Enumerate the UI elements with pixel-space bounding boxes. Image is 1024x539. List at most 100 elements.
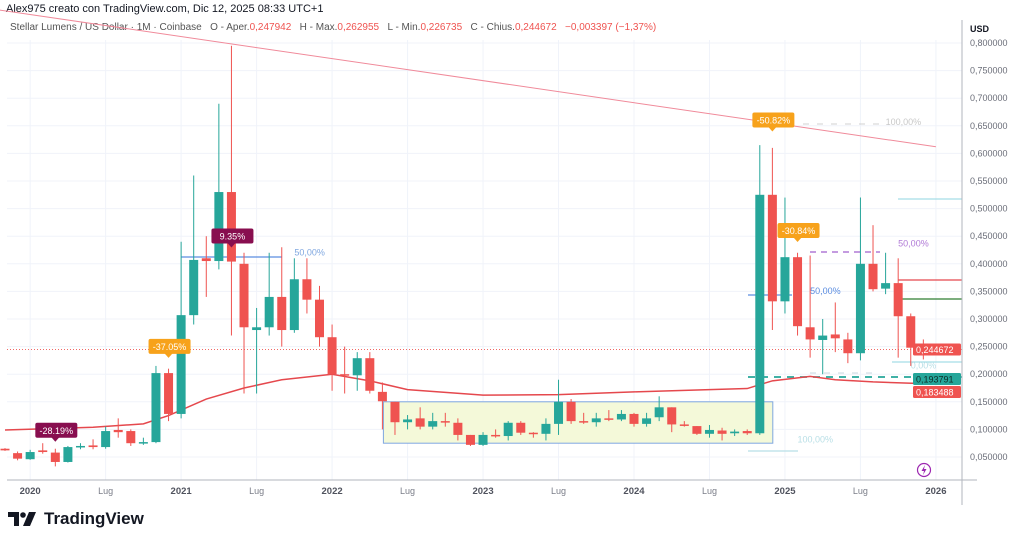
y-tick-label: 0,200000: [970, 369, 1008, 379]
candle: [63, 445, 73, 463]
candle: [164, 368, 174, 422]
candle: [893, 258, 903, 358]
badge-pointer: [227, 242, 236, 248]
candle-body: [868, 263, 878, 290]
candle: [717, 427, 727, 441]
candle-body: [38, 450, 48, 453]
candle-body: [390, 401, 400, 423]
price-tag: 0,193791: [913, 373, 961, 385]
candle-body: [264, 296, 274, 328]
candle: [289, 258, 299, 333]
close-value: 0,244672: [514, 22, 557, 33]
candle-body: [503, 422, 513, 437]
price-tag-text: 0,183488: [916, 388, 954, 398]
candle: [252, 307, 262, 394]
high-label: H - Max.: [299, 22, 338, 33]
y-tick-label: 0,450000: [970, 231, 1008, 241]
fib-level-label: 100,00%: [798, 435, 834, 445]
x-tick-label: 2020: [20, 486, 41, 497]
percent-badge: -37.05%: [148, 338, 191, 358]
candle: [403, 415, 413, 430]
candle: [214, 103, 224, 270]
candle: [440, 412, 450, 427]
candle: [881, 252, 891, 295]
candle: [126, 429, 136, 446]
candle: [503, 421, 513, 441]
candle: [516, 421, 526, 435]
candle-body: [780, 257, 790, 302]
candle: [704, 424, 714, 438]
x-tick-label: Lug: [702, 486, 717, 496]
candle-body: [881, 283, 891, 289]
open-label: O - Aper.: [210, 22, 250, 33]
candle-body: [327, 337, 337, 375]
x-tick-label: Lug: [400, 486, 415, 496]
fib-level-label: 0,00%: [911, 361, 937, 371]
candle-body: [730, 431, 740, 434]
candle-body: [315, 299, 324, 338]
candle-body: [893, 283, 903, 317]
candle: [189, 175, 199, 325]
y-tick-label: 0,300000: [970, 314, 1008, 324]
x-tick-label: 2021: [171, 486, 193, 497]
fib-level-label: 50,00%: [898, 239, 929, 249]
candle: [554, 379, 564, 435]
candle-body: [465, 434, 475, 445]
tradingview-logo[interactable]: TradingView: [8, 509, 144, 529]
candle: [818, 319, 828, 375]
candle: [528, 432, 538, 438]
axes: USD 0,050000 0,100000 0,150000 0,200000 0,250…: [7, 0, 1024, 505]
price-tag-background: [913, 343, 961, 356]
currency-label: USD: [970, 24, 990, 34]
badge-text: -30.84%: [782, 226, 816, 236]
candle-body: [214, 192, 224, 262]
moving-average: [4, 373, 924, 431]
price-chart[interactable]: 50,00% 50,00% 100,00% 100,00% 50,00% 0,00% -2…: [0, 0, 1024, 505]
candle-body: [352, 358, 362, 376]
candle-body: [491, 434, 501, 437]
fib-level-label: 50,00%: [810, 286, 841, 296]
candle-body: [843, 339, 853, 354]
candle-body: [453, 422, 463, 435]
candle-body: [415, 418, 425, 427]
candle: [692, 426, 702, 435]
badge-pointer: [51, 437, 60, 442]
candle-body: [201, 258, 211, 262]
badge-background: [211, 228, 254, 244]
candle-body: [88, 445, 98, 448]
badge-text: -37.05%: [153, 342, 187, 352]
candle-body: [528, 432, 538, 435]
candle-body: [151, 373, 161, 443]
candle-body: [692, 426, 702, 434]
candle: [767, 147, 777, 331]
price-axis-background: [962, 0, 1024, 505]
badge-pointer: [793, 237, 802, 242]
candle-body: [616, 413, 626, 420]
candle: [13, 451, 23, 461]
candle: [730, 429, 740, 437]
candle: [604, 410, 614, 422]
candle: [390, 401, 400, 435]
candle-body: [855, 263, 865, 354]
candle: [755, 145, 765, 435]
candle: [780, 197, 790, 314]
candle-body: [176, 315, 186, 414]
candle-body: [642, 418, 652, 424]
candle: [88, 439, 98, 450]
lightning-icon[interactable]: [916, 462, 932, 478]
candle-body: [805, 327, 815, 340]
y-tick-label: 0,700000: [970, 93, 1008, 103]
candle-body: [13, 453, 23, 459]
candle-body: [566, 401, 576, 422]
candle: [453, 418, 463, 441]
candle-body: [440, 421, 450, 423]
badges: -28.19% -37.05% 9.35% -50.82% -30.84%: [35, 112, 820, 442]
candle: [428, 412, 438, 430]
y-tick-label: 0,400000: [970, 259, 1008, 269]
candle-body: [101, 431, 111, 448]
candle-body: [252, 327, 262, 331]
candle-body: [830, 334, 840, 339]
candle-body: [63, 447, 73, 462]
candle: [226, 45, 236, 336]
candle-body: [289, 279, 299, 331]
